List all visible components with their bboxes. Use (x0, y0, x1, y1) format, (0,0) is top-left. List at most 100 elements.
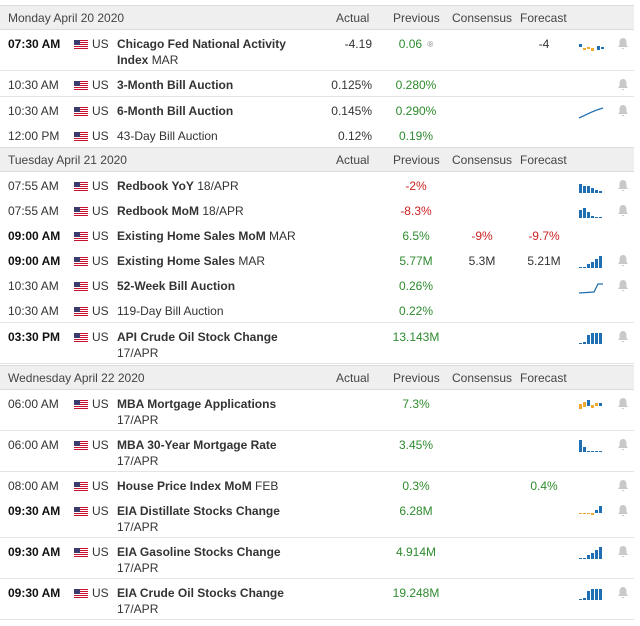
event-time: 09:30 AM (8, 586, 61, 600)
bell-icon[interactable] (617, 78, 629, 91)
event-time: 09:00 AM (8, 254, 61, 268)
event-name-label[interactable]: MBA 30-Year Mortgage Rate (117, 438, 277, 452)
event-name-label[interactable]: Existing Home Sales (117, 254, 236, 268)
event-name-label[interactable]: API Crude Oil Stock Change (117, 330, 278, 344)
event-row[interactable]: 10:30 AM US 119-Day Bill Auction 0.22% (0, 297, 634, 323)
spark-bar (579, 599, 582, 600)
event-previous: 4.914M (395, 545, 437, 559)
event-time: 09:30 AM (8, 545, 61, 559)
event-row[interactable]: 07:30 AM US Chicago Fed National Activity … (0, 30, 634, 71)
event-name[interactable]: Chicago Fed National Activity Index MAR (117, 36, 317, 68)
spark-bar (591, 188, 594, 193)
event-country: US (92, 129, 109, 143)
event-name[interactable]: MBA 30-Year Mortgage Rate 17/APR (117, 437, 317, 469)
event-name[interactable]: 43-Day Bill Auction (117, 128, 317, 144)
sparkline-chart (578, 283, 603, 294)
event-time: 09:30 AM (8, 504, 61, 518)
event-name-label[interactable]: MBA Mortgage Applications (117, 397, 277, 411)
event-name[interactable]: EIA Distillate Stocks Change 17/APR (117, 503, 317, 535)
bell-icon[interactable] (617, 504, 629, 517)
event-period: 17/APR (117, 561, 159, 575)
bell-icon[interactable] (617, 586, 629, 599)
event-name[interactable]: API Crude Oil Stock Change 17/APR (117, 329, 317, 361)
event-name-label[interactable]: 43-Day Bill Auction (117, 129, 218, 143)
spark-bar (599, 333, 602, 344)
event-row[interactable]: 09:30 AM US EIA Crude Oil Stocks Change 17… (0, 579, 634, 620)
spark-bar (583, 48, 586, 50)
event-name-label[interactable]: EIA Gasoline Stocks Change (117, 545, 281, 559)
event-row[interactable]: 10:30 AM US 6-Month Bill Auction 0.145% 0.29… (0, 97, 634, 123)
event-name[interactable]: Redbook MoM 18/APR (117, 203, 317, 219)
event-row[interactable]: 09:30 AM US EIA Distillate Stocks Change 1… (0, 497, 634, 538)
event-name-label[interactable]: EIA Crude Oil Stocks Change (117, 586, 284, 600)
spark-bar (591, 216, 594, 218)
event-forecast: 5.21M (527, 254, 561, 268)
bell-icon[interactable] (617, 397, 629, 410)
event-row[interactable]: 10:30 AM US 3-Month Bill Auction 0.125% 0.28… (0, 71, 634, 97)
event-name[interactable]: House Price Index MoM FEB (117, 478, 317, 494)
spark-bar (587, 47, 590, 49)
us-flag-icon (74, 107, 88, 116)
event-row[interactable]: 06:00 AM US MBA 30-Year Mortgage Rate 17/A… (0, 431, 634, 472)
bell-icon[interactable] (617, 179, 629, 192)
sparkline-chart (579, 44, 604, 51)
bell-icon[interactable] (617, 279, 629, 292)
event-name-label[interactable]: 119-Day Bill Auction (117, 304, 224, 318)
event-row[interactable]: 09:00 AM US Existing Home Sales MAR 5.77M 5.… (0, 247, 634, 273)
bell-icon[interactable] (617, 204, 629, 217)
bell-icon[interactable] (617, 545, 629, 558)
event-name-label[interactable]: 3-Month Bill Auction (117, 78, 234, 92)
event-name[interactable]: Existing Home Sales MoM MAR (117, 228, 317, 244)
event-row[interactable]: 10:30 AM US 52-Week Bill Auction 0.26% (0, 272, 634, 298)
event-forecast: 0.4% (530, 479, 558, 493)
day-label: Wednesday April 22 2020 (8, 371, 145, 385)
spark-bar (583, 186, 586, 193)
event-previous: 0.26% (398, 279, 434, 293)
event-name[interactable]: Existing Home Sales MAR (117, 253, 317, 269)
event-name-label[interactable]: Redbook MoM (117, 204, 199, 218)
event-name[interactable]: 52-Week Bill Auction (117, 278, 317, 294)
event-row[interactable]: 12:00 PM US 43-Day Bill Auction 0.12% 0.19% (0, 122, 634, 148)
bell-icon[interactable] (617, 330, 629, 343)
event-row[interactable]: 09:30 AM US EIA Gasoline Stocks Change 17/… (0, 538, 634, 579)
event-country: US (92, 204, 109, 218)
sparkline-chart (579, 589, 602, 600)
us-flag-icon (74, 257, 88, 266)
event-country: US (92, 37, 109, 51)
event-name[interactable]: 3-Month Bill Auction (117, 77, 317, 93)
event-name[interactable]: 6-Month Bill Auction (117, 103, 317, 119)
event-name[interactable]: EIA Crude Oil Stocks Change 17/APR (117, 585, 317, 617)
event-row[interactable]: 07:55 AM US Redbook YoY 18/APR -2% (0, 172, 634, 198)
event-name[interactable]: MBA Mortgage Applications 17/APR (117, 396, 317, 428)
event-name-label[interactable]: Redbook YoY (117, 179, 194, 193)
event-row[interactable]: 06:00 AM US MBA Mortgage Applications 17/A… (0, 390, 634, 431)
event-row[interactable]: 09:00 AM US Existing Home Sales MoM MAR 6.5… (0, 222, 634, 248)
event-name-label[interactable]: House Price Index MoM (117, 479, 252, 493)
event-time: 10:30 AM (8, 104, 59, 118)
spark-bar (591, 513, 594, 515)
event-name-label[interactable]: 52-Week Bill Auction (117, 279, 236, 293)
event-name-label[interactable]: Chicago Fed National Activity Index (117, 37, 286, 67)
event-period: 17/APR (117, 454, 159, 468)
spark-bar (583, 208, 586, 218)
event-name-label[interactable]: Existing Home Sales MoM (117, 229, 266, 243)
event-name[interactable]: 119-Day Bill Auction (117, 303, 317, 319)
event-row[interactable]: 07:55 AM US Redbook MoM 18/APR -8.3% (0, 197, 634, 223)
bell-icon[interactable] (617, 479, 629, 492)
event-name[interactable]: Redbook YoY 18/APR (117, 178, 317, 194)
bell-icon[interactable] (617, 104, 629, 117)
bell-icon[interactable] (617, 254, 629, 267)
spark-bar (579, 44, 582, 47)
event-name-label[interactable]: EIA Distillate Stocks Change (117, 504, 280, 518)
event-name[interactable]: EIA Gasoline Stocks Change 17/APR (117, 544, 317, 576)
event-time: 08:00 AM (8, 479, 59, 493)
column-header-previous: Previous (393, 11, 440, 25)
event-row[interactable]: 03:30 PM US API Crude Oil Stock Change 17/… (0, 323, 634, 364)
bell-icon[interactable] (617, 37, 629, 50)
event-country: US (92, 254, 109, 268)
event-forecast: -4 (538, 37, 550, 51)
event-country: US (92, 504, 109, 518)
event-name-label[interactable]: 6-Month Bill Auction (117, 104, 234, 118)
event-row[interactable]: 08:00 AM US House Price Index MoM FEB 0.3% 0… (0, 472, 634, 498)
bell-icon[interactable] (617, 438, 629, 451)
